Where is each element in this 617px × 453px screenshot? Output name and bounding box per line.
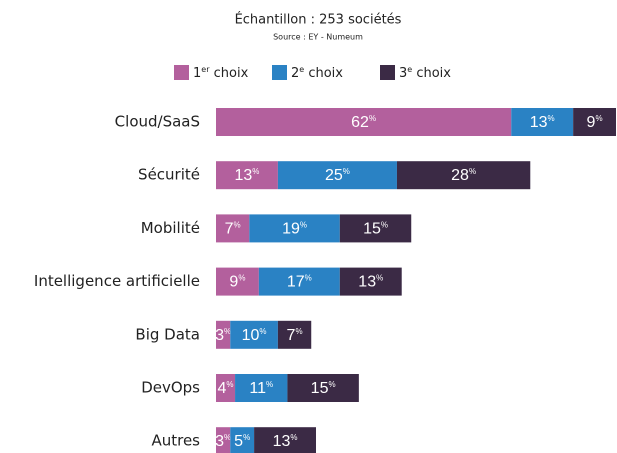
bar-segment: [216, 320, 231, 349]
value-label: 13%: [273, 433, 298, 450]
bar-segment: [216, 108, 512, 136]
bar-segment: [230, 427, 255, 453]
bar-segment: [216, 374, 236, 402]
value-label: 17%: [287, 274, 312, 291]
value-label: 25%: [325, 167, 350, 184]
bar-segment: [216, 267, 259, 296]
bar-segment: [573, 108, 616, 136]
legend-swatch: [174, 65, 189, 80]
bar-segment: [277, 161, 397, 190]
legend-swatch: [272, 65, 287, 80]
bar-segment: [339, 214, 412, 243]
legend-label: 3e choix: [399, 65, 451, 81]
bar-segment: [254, 427, 316, 453]
bar-segment: [277, 320, 312, 349]
value-label: 19%: [282, 221, 307, 238]
legend-swatch: [380, 65, 395, 80]
value-label: 9%: [587, 114, 603, 131]
category-label: Big Data: [135, 325, 200, 343]
chart-title: Échantillon : 253 sociétés: [235, 12, 402, 28]
value-label: 11%: [249, 380, 273, 397]
bar-segment: [216, 161, 278, 190]
value-label: 13%: [530, 114, 555, 131]
category-label: Mobilité: [141, 219, 200, 237]
bar-segment: [258, 267, 340, 296]
legend-label: 1er choix: [193, 65, 249, 81]
category-label: Intelligence artificielle: [34, 272, 200, 290]
value-label: 5%: [234, 433, 250, 450]
value-label: 13%: [234, 167, 259, 184]
bar-segment: [396, 161, 531, 190]
value-label: 7%: [225, 221, 241, 238]
value-label: 15%: [363, 221, 388, 238]
bar-segment: [235, 374, 288, 402]
chart-subtitle: Source : EY - Numeum: [273, 33, 363, 42]
value-label: 15%: [311, 380, 336, 397]
bar-segment: [216, 427, 231, 453]
value-label: 13%: [358, 274, 383, 291]
value-label: 3%: [215, 327, 231, 344]
bar-segment: [230, 320, 278, 349]
value-label: 10%: [242, 327, 267, 344]
category-label: Sécurité: [138, 166, 200, 184]
value-label: 9%: [229, 274, 245, 291]
value-label: 4%: [218, 380, 234, 397]
bar-segment: [339, 267, 402, 296]
category-label: Cloud/SaaS: [115, 113, 200, 131]
value-label: 62%: [351, 114, 376, 131]
value-label: 7%: [287, 327, 303, 344]
category-label: DevOps: [141, 379, 200, 397]
bar-segment: [287, 374, 359, 402]
value-label: 28%: [451, 167, 476, 184]
bar-segment: [249, 214, 340, 243]
category-label: Autres: [151, 432, 200, 450]
value-label: 3%: [215, 433, 231, 450]
bar-segment: [511, 108, 574, 136]
legend-label: 2e choix: [291, 65, 343, 81]
bar-segment: [216, 214, 250, 243]
